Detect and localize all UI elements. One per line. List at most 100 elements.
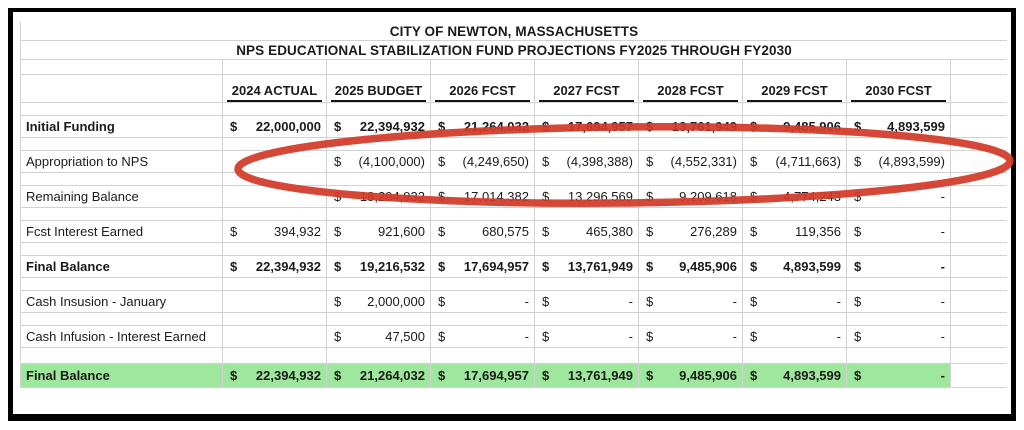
currency-symbol: $ [542, 294, 550, 309]
spreadsheet: CITY OF NEWTON, MASSACHUSETTS NPS EDUCAT… [13, 12, 1011, 414]
document-frame: CITY OF NEWTON, MASSACHUSETTS NPS EDUCAT… [8, 8, 1016, 421]
grid-cell [951, 60, 1007, 74]
grid-cell [535, 103, 639, 115]
cell-value: - [732, 329, 737, 344]
grid-cell [639, 60, 743, 74]
cell-2025: $18,294,932 [327, 186, 431, 207]
cell-value: 22,000,000 [255, 119, 321, 134]
currency-symbol: $ [542, 119, 550, 134]
cell-value: 21,264,032 [463, 119, 529, 134]
column-header-6: 2029 FCST [743, 75, 847, 102]
title-row-2: NPS EDUCATIONAL STABILIZATION FUND PROJE… [20, 41, 1007, 60]
cell-value: 2,000,000 [367, 294, 425, 309]
grid-cell [431, 60, 535, 74]
grid-cell [431, 243, 535, 255]
cell-value: (4,893,599) [878, 154, 946, 169]
currency-symbol: $ [542, 224, 550, 239]
grid-cell [535, 208, 639, 220]
cell-value: - [940, 294, 945, 309]
cell-value: 13,761,949 [567, 368, 633, 383]
currency-symbol: $ [438, 189, 446, 204]
table-row-fcst-interest-earned: Fcst Interest Earned $394,932 $921,600 $680… [20, 221, 1007, 243]
grid-cell [847, 138, 951, 150]
column-header-4: 2027 FCST [535, 75, 639, 102]
cell-value: 13,296,569 [567, 189, 633, 204]
grid-cell [223, 103, 327, 115]
currency-symbol: $ [438, 224, 446, 239]
cell-value: 18,294,932 [359, 189, 425, 204]
grid-cell [223, 348, 327, 363]
cell-2030: $4,893,599 [847, 116, 951, 137]
cell-2029: $ (4,711,663) [743, 151, 847, 172]
currency-symbol: $ [438, 294, 446, 309]
cell-2026: $17,014,382 [431, 186, 535, 207]
currency-symbol: $ [334, 119, 342, 134]
grid-cell [21, 103, 223, 115]
currency-symbol: $ [750, 154, 758, 169]
cell-value: - [836, 329, 841, 344]
grid-cell [639, 103, 743, 115]
table-row-appropriation-to-nps: Appropriation to NPS $ (4,100,000) $ (4,249,… [20, 151, 1007, 173]
cell-2027: $13,761,949 [535, 256, 639, 277]
grid-cell [847, 278, 951, 290]
grid-cell [743, 138, 847, 150]
cell-2028: $9,209,618 [639, 186, 743, 207]
cell-value: - [940, 259, 945, 274]
cell-value: 4,893,599 [783, 259, 841, 274]
grid-cell [639, 173, 743, 185]
grid-cell [951, 348, 1007, 363]
spacer-row [20, 208, 1007, 221]
cell-value: - [940, 329, 945, 344]
cell-2026: $ - [431, 291, 535, 312]
table-row-cash-insusion-january: Cash Insusion - January $2,000,000 $ - $ - $ - $… [20, 291, 1007, 313]
grid-cell [327, 60, 431, 74]
row-label: Final Balance [26, 259, 110, 274]
grid-cell [951, 256, 1007, 277]
currency-symbol: $ [854, 259, 862, 274]
grid-cell [847, 313, 951, 325]
grid-cell [639, 278, 743, 290]
currency-symbol: $ [750, 294, 758, 309]
grid-cell [847, 208, 951, 220]
cell-value: 22,394,932 [255, 259, 321, 274]
row-label-cell: Fcst Interest Earned [21, 221, 223, 242]
cell-value: 465,380 [586, 224, 633, 239]
row-label: Appropriation to NPS [26, 154, 149, 169]
cell-value: 9,485,906 [679, 368, 737, 383]
cell-2028: $9,485,906 [639, 364, 743, 387]
grid-cell [21, 60, 223, 74]
cell-2028: $ - [639, 326, 743, 347]
grid-cell [431, 138, 535, 150]
spacer-row [20, 173, 1007, 186]
currency-symbol: $ [230, 368, 238, 383]
grid-cell [21, 138, 223, 150]
grid-cell [21, 243, 223, 255]
grid-cell [327, 243, 431, 255]
grid-cell [431, 348, 535, 363]
cell-2025: $921,600 [327, 221, 431, 242]
currency-symbol: $ [646, 368, 654, 383]
cell-2029: $ - [743, 291, 847, 312]
column-header-3: 2026 FCST [431, 75, 535, 102]
row-label: Remaining Balance [26, 189, 139, 204]
cell-value: 4,893,599 [887, 119, 945, 134]
currency-symbol: $ [750, 119, 758, 134]
cell-2024 [223, 326, 327, 347]
cell-2029: $9,485,906 [743, 116, 847, 137]
row-label-cell: Remaining Balance [21, 186, 223, 207]
currency-symbol: $ [646, 294, 654, 309]
spacer-row [20, 313, 1007, 326]
grid-cell [535, 138, 639, 150]
grid-cell [21, 208, 223, 220]
cell-value: 394,932 [274, 224, 321, 239]
grid-cell [951, 138, 1007, 150]
cell-2030: $ - [847, 221, 951, 242]
grid-cell [639, 138, 743, 150]
grid-cell [743, 313, 847, 325]
grid-cell [743, 60, 847, 74]
grid-cell [223, 60, 327, 74]
cell-2028: $ - [639, 291, 743, 312]
grid-cell [743, 208, 847, 220]
grid-cell [223, 243, 327, 255]
grid-cell [847, 173, 951, 185]
